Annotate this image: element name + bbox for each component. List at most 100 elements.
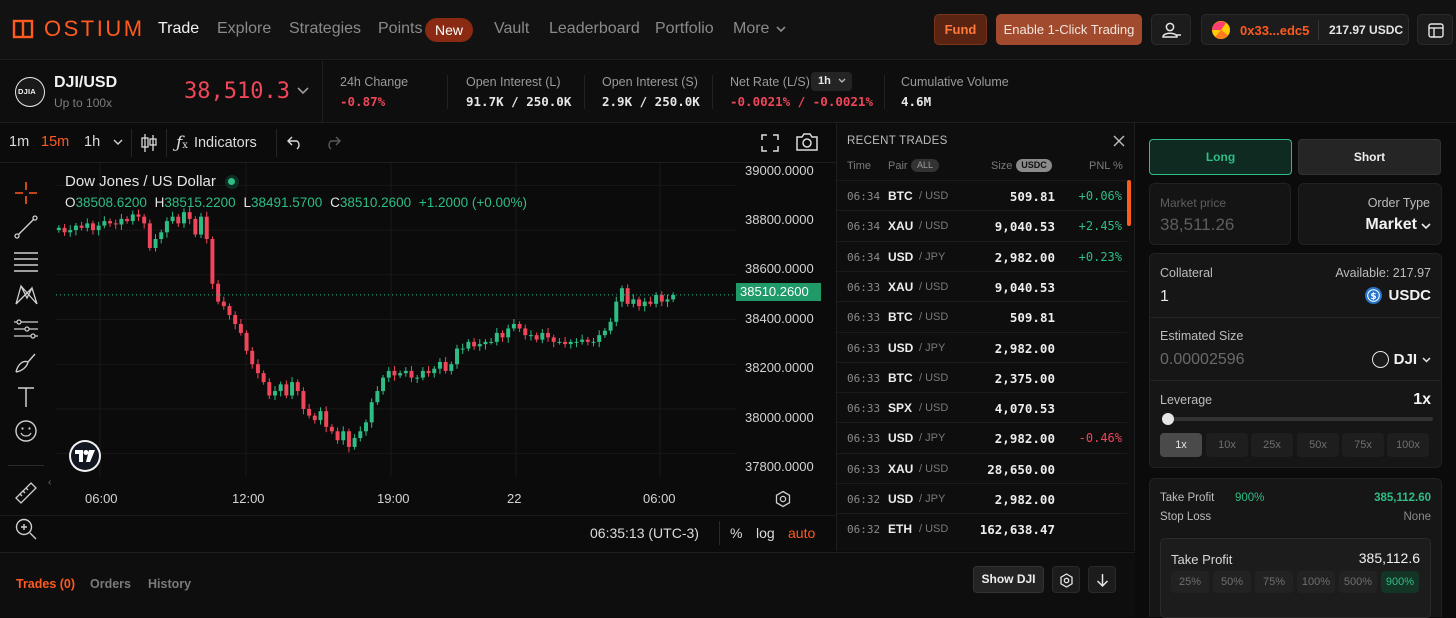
trades-scrollbar[interactable] xyxy=(1127,180,1131,226)
leverage-option[interactable]: 75x xyxy=(1342,433,1384,457)
leverage-option[interactable]: 50x xyxy=(1297,433,1339,457)
redo-icon[interactable] xyxy=(324,134,342,150)
toolbar-divider xyxy=(166,129,167,157)
candle-body xyxy=(102,221,107,226)
ruler-tool[interactable] xyxy=(12,479,40,507)
axis-settings-icon[interactable] xyxy=(774,490,792,508)
price-chart[interactable] xyxy=(56,163,736,476)
collateral-input[interactable]: 1 xyxy=(1160,288,1169,305)
brand-name: OSTIUM xyxy=(44,16,145,41)
short-button[interactable]: Short xyxy=(1298,139,1441,175)
order-divider xyxy=(1150,317,1441,318)
chevron-down-icon[interactable] xyxy=(113,139,123,146)
brush-tool[interactable] xyxy=(12,349,40,377)
tp-option[interactable]: 500% xyxy=(1339,571,1377,593)
undo-icon[interactable] xyxy=(286,134,304,150)
camera-icon[interactable] xyxy=(795,132,819,152)
candle-body xyxy=(295,382,300,392)
text-tool[interactable] xyxy=(12,383,40,411)
candlestick-type-icon[interactable] xyxy=(139,132,159,154)
wallet-button[interactable]: 0x33...edc5 217.97 USDC xyxy=(1201,14,1409,45)
close-icon[interactable] xyxy=(1113,135,1125,147)
trade-base: USD xyxy=(888,492,914,506)
leverage-option[interactable]: 10x xyxy=(1206,433,1248,457)
leverage-option[interactable]: 25x xyxy=(1251,433,1293,457)
long-button[interactable]: Long xyxy=(1149,139,1292,175)
nav-vault[interactable]: Vault xyxy=(494,20,530,37)
ohlc-readout: O38508.6200 H38515.2200 L38491.5700 C385… xyxy=(65,195,527,210)
zoom-tool[interactable] xyxy=(12,515,40,543)
pair-filter-all[interactable]: ALL xyxy=(911,159,939,172)
order-type-select[interactable]: Order Type Market xyxy=(1298,183,1442,245)
candle-body xyxy=(159,232,164,240)
fullscreen-icon[interactable] xyxy=(760,133,780,153)
profile-button[interactable] xyxy=(1151,14,1191,45)
net-rate-period-select[interactable]: 1h xyxy=(811,72,852,91)
size-token-select[interactable]: DJI xyxy=(1371,351,1431,368)
market-selector[interactable]: DJIA DJI/USD Up to 100x 38,510.3 xyxy=(0,61,323,122)
trade-row: 06:33 XAU / USD 28,650.00 xyxy=(837,452,1127,483)
crosshair-tool[interactable] xyxy=(12,179,40,207)
tp-option[interactable]: 25% xyxy=(1171,571,1209,593)
fib-tool[interactable] xyxy=(12,315,40,343)
y-tick: 38000.0000 xyxy=(745,410,814,425)
indicators-button[interactable]: ƒx Indicators xyxy=(176,131,257,155)
candle-body xyxy=(153,239,158,248)
nav-strategies[interactable]: Strategies xyxy=(289,20,362,37)
nav-leaderboard[interactable]: Leaderboard xyxy=(549,20,640,37)
enable-one-click-trading-button[interactable]: Enable 1-Click Trading xyxy=(996,14,1142,45)
trade-time: 06:33 xyxy=(847,341,881,355)
download-button[interactable] xyxy=(1088,566,1116,593)
candle-body xyxy=(494,332,499,342)
interval-1m[interactable]: 1m xyxy=(9,134,30,150)
tp-option[interactable]: 900% xyxy=(1381,571,1419,593)
nav-explore[interactable]: Explore xyxy=(217,20,272,37)
trade-row: 06:33 BTC / USD 509.81 xyxy=(837,301,1127,331)
collapse-tools-icon[interactable]: ‹ xyxy=(48,477,52,488)
interval-1h[interactable]: 1h xyxy=(84,134,101,150)
horizontal-lines-tool[interactable] xyxy=(12,247,40,275)
fund-button[interactable]: Fund xyxy=(934,14,987,45)
leverage-option[interactable]: 1x xyxy=(1160,433,1202,457)
scale-auto-toggle[interactable]: auto xyxy=(788,525,816,541)
trade-quote: / USD xyxy=(919,311,949,324)
tp-option[interactable]: 50% xyxy=(1213,571,1251,593)
tp-editor-input[interactable]: 385,112.6 xyxy=(1358,550,1420,566)
candle-body xyxy=(142,216,147,224)
pattern-tool[interactable] xyxy=(12,281,40,309)
nav-trade[interactable]: Trade xyxy=(158,20,200,37)
interval-15m[interactable]: 15m xyxy=(41,134,70,150)
max-leverage-hint: Up to 100x xyxy=(54,96,113,110)
trend-line-tool[interactable] xyxy=(12,213,40,241)
candle-body xyxy=(523,328,528,336)
tab-trades[interactable]: Trades (0) xyxy=(16,577,76,591)
x-tick: 22 xyxy=(507,491,522,506)
tab-history[interactable]: History xyxy=(148,577,192,591)
tab-orders[interactable]: Orders xyxy=(90,577,131,591)
trade-time: 06:32 xyxy=(847,493,881,506)
positions-settings-button[interactable] xyxy=(1052,566,1080,593)
ohlc-high: 38515.2200 xyxy=(164,195,236,210)
layout-toggle-button[interactable] xyxy=(1417,14,1453,45)
size-unit-toggle[interactable]: USDC xyxy=(1016,159,1052,172)
scale-log-toggle[interactable]: log xyxy=(756,525,775,541)
brand-logo[interactable]: OSTIUM xyxy=(12,16,145,42)
tradingview-logo[interactable] xyxy=(69,440,101,472)
candle-body xyxy=(472,341,477,347)
show-market-button[interactable]: Show DJI xyxy=(973,566,1044,593)
nav-more[interactable]: More xyxy=(733,20,786,38)
trade-time: 06:33 xyxy=(847,462,881,476)
scale-percent-toggle[interactable]: % xyxy=(730,525,743,541)
tp-option[interactable]: 75% xyxy=(1255,571,1293,593)
leverage-slider-handle[interactable] xyxy=(1162,413,1174,425)
leverage-slider[interactable] xyxy=(1162,413,1433,425)
tp-option[interactable]: 100% xyxy=(1297,571,1335,593)
trend-line-icon xyxy=(14,215,38,239)
nav-portfolio[interactable]: Portfolio xyxy=(655,20,714,37)
trade-row: 06:34 BTC / USD 509.81 +0.06% xyxy=(837,180,1127,210)
candle-body xyxy=(637,299,642,307)
emoji-tool[interactable] xyxy=(12,417,40,445)
candle-body xyxy=(665,299,670,302)
nav-points[interactable]: Points xyxy=(378,20,423,37)
leverage-option[interactable]: 100x xyxy=(1387,433,1429,457)
